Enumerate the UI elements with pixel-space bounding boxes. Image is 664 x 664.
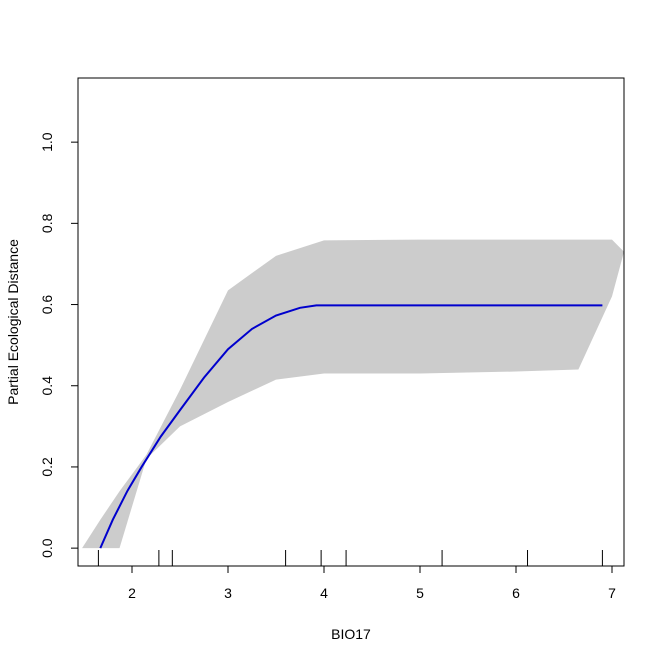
x-tick-label: 7 xyxy=(608,585,616,601)
y-axis-label: Partial Ecological Distance xyxy=(5,239,21,405)
confidence-band xyxy=(82,239,624,549)
x-axis-label: BIO17 xyxy=(331,626,371,642)
y-tick-label: 1.0 xyxy=(39,132,55,152)
x-tick-label: 5 xyxy=(416,585,424,601)
y-tick-label: 0.2 xyxy=(39,457,55,477)
x-tick-label: 3 xyxy=(224,585,232,601)
y-tick-label: 0.8 xyxy=(39,213,55,233)
y-tick-label: 0.6 xyxy=(39,295,55,315)
x-tick-label: 4 xyxy=(320,585,328,601)
plot-frame xyxy=(77,77,625,567)
x-tick-label: 6 xyxy=(512,585,520,601)
line xyxy=(99,304,603,549)
x-tick-label: 2 xyxy=(128,585,136,601)
y-tick-label: 0.4 xyxy=(39,376,55,396)
y-tick-label: 0.0 xyxy=(39,538,55,558)
